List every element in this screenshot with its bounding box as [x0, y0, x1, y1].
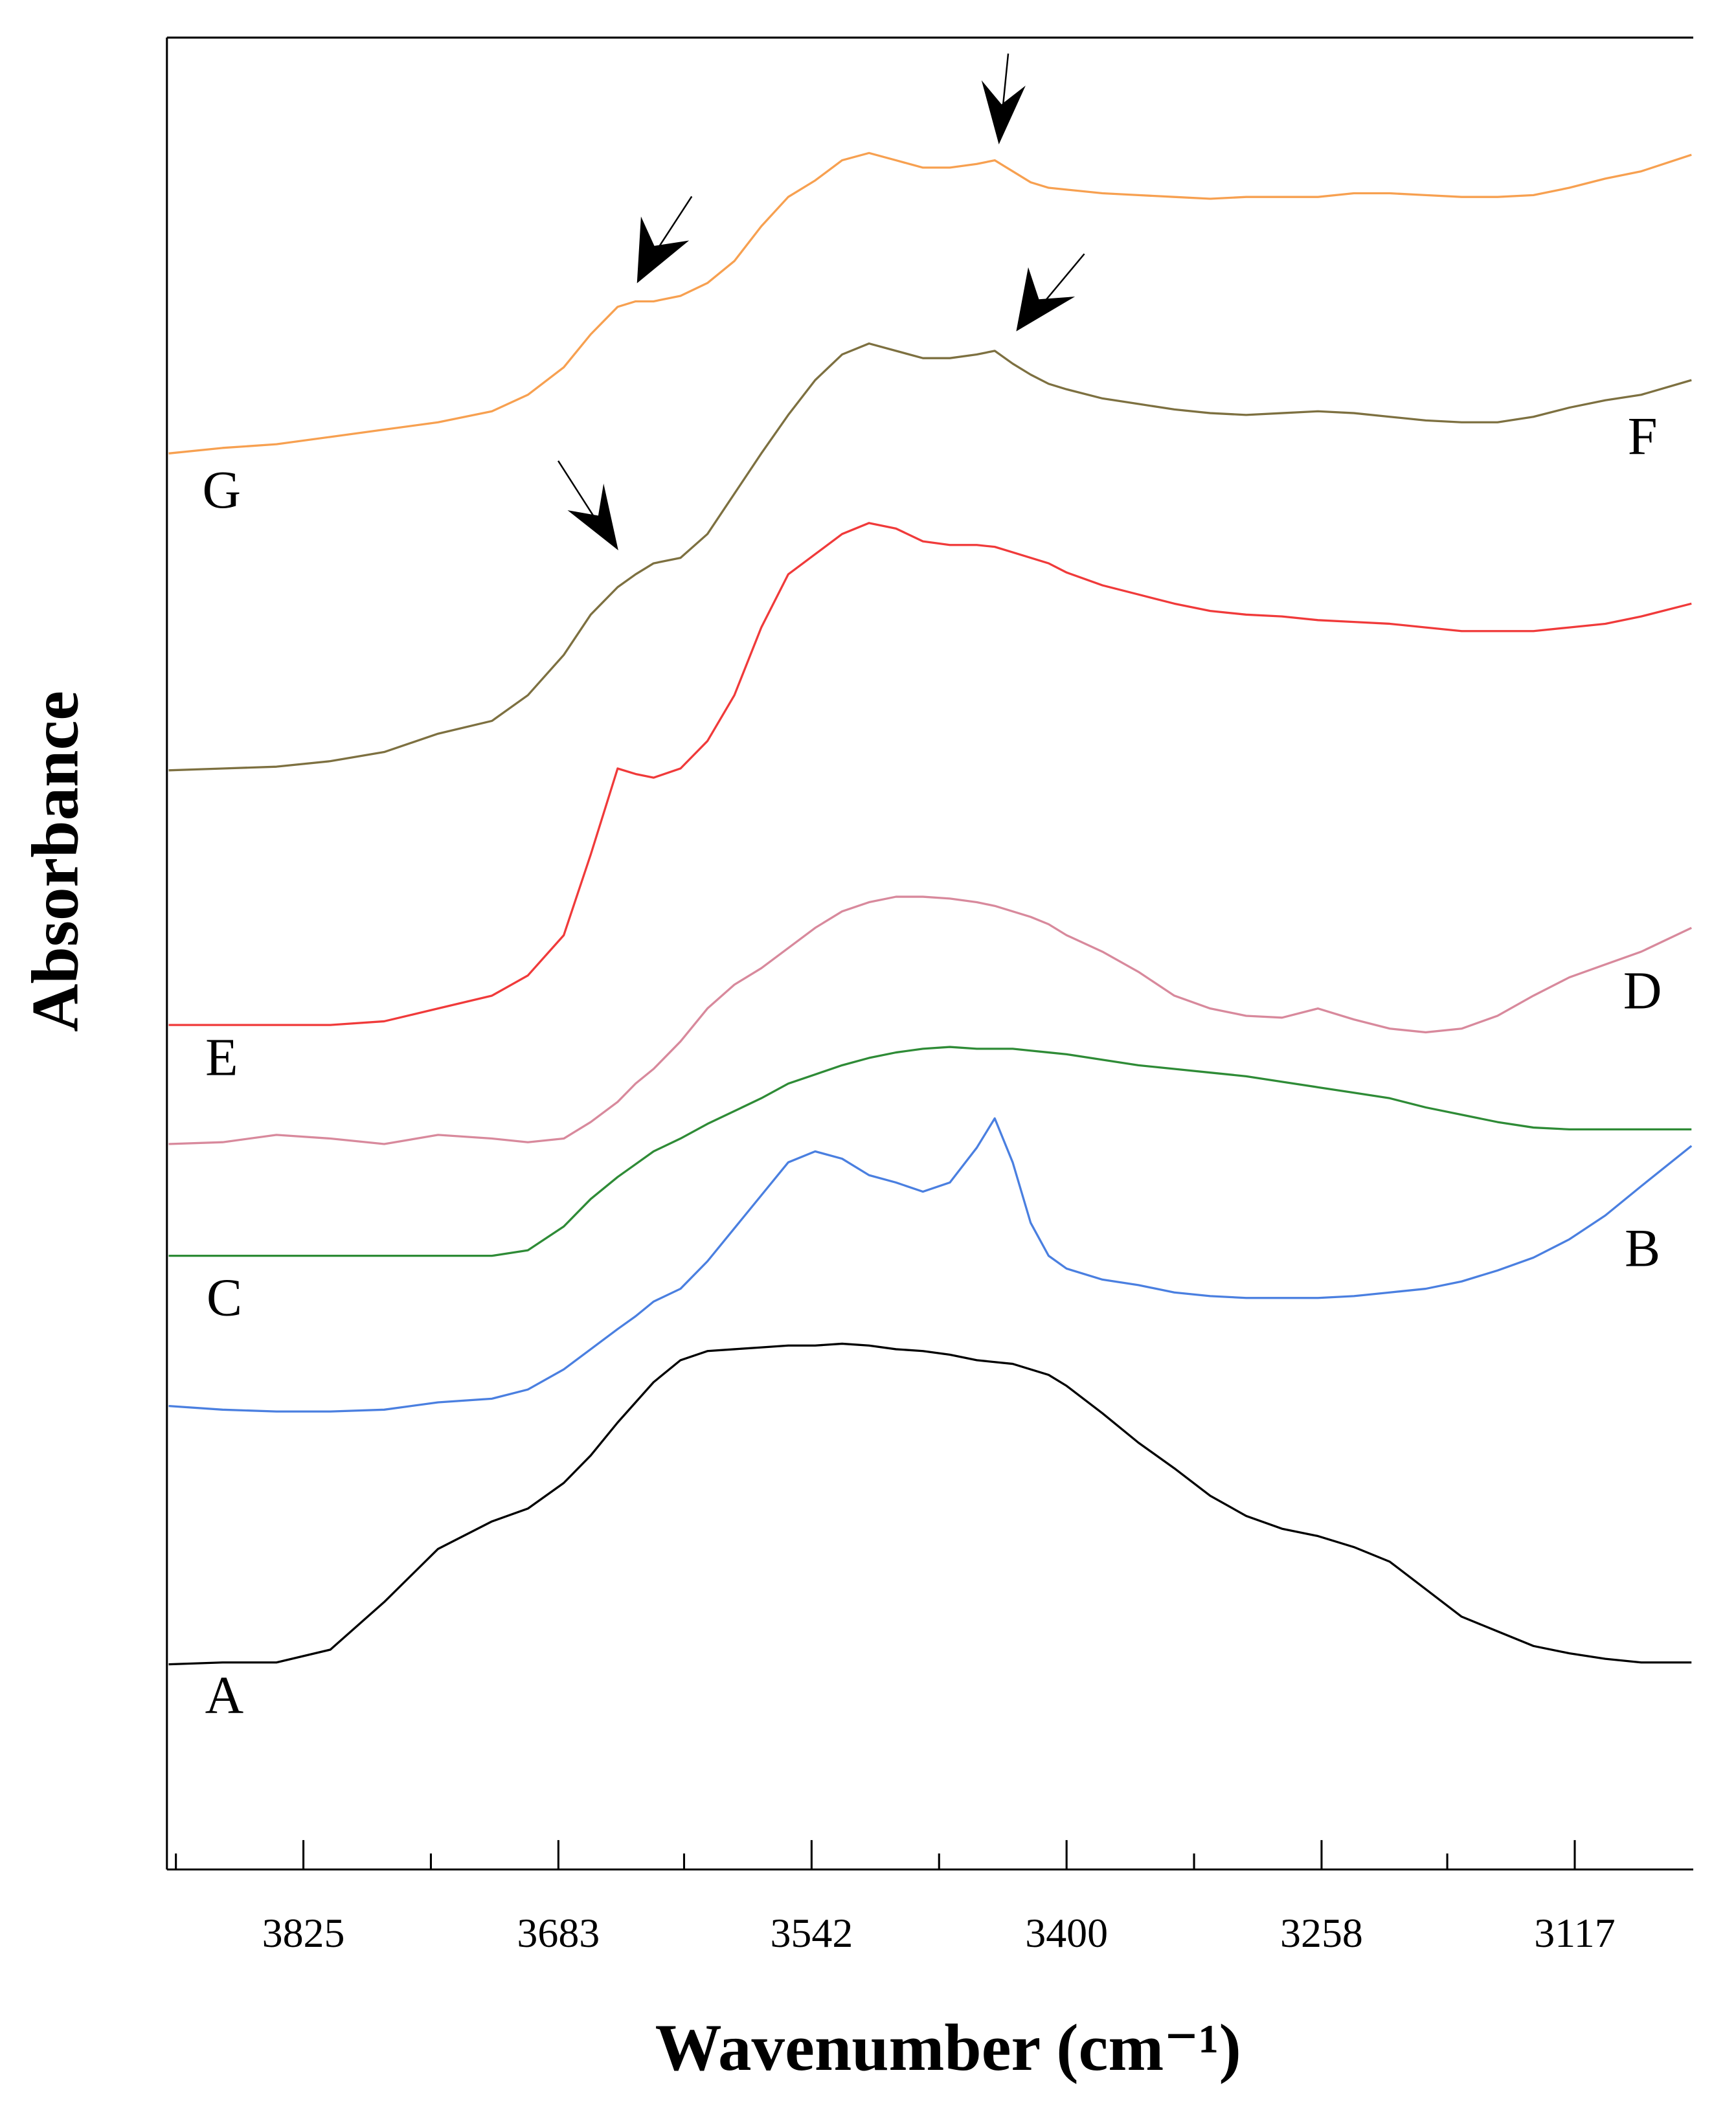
arrow-head [637, 216, 690, 284]
arrow-shaft [653, 196, 693, 254]
arrows [558, 53, 1085, 550]
x-tick-label: 3683 [517, 1910, 600, 1956]
series-label: D [1623, 960, 1662, 1020]
arrow-head [981, 80, 1026, 145]
spectrum-line [168, 522, 1692, 1026]
spectrum-line [168, 152, 1692, 455]
x-tick-label: 3542 [770, 1910, 853, 1956]
x-tick-label: 3117 [1534, 1910, 1615, 1956]
x-axis-title: Wavenumber (cm⁻¹) [655, 2011, 1241, 2085]
spectrum-line [168, 1046, 1692, 1257]
x-tick-label: 3825 [262, 1910, 345, 1956]
y-axis-title: Absorbance [19, 691, 93, 1032]
arrow-head [1016, 267, 1076, 331]
spectrum-line [168, 895, 1692, 1145]
series-label: A [205, 1665, 244, 1725]
series-label: C [207, 1268, 242, 1327]
series-label: F [1628, 406, 1658, 466]
series-label: G [203, 460, 242, 519]
x-tick-label: 3258 [1280, 1910, 1363, 1956]
spectrum-line [168, 1117, 1693, 1413]
spectrum-line [168, 1342, 1692, 1666]
spectrum-line [168, 342, 1692, 772]
plot-frame [166, 36, 1694, 1871]
series-label: E [205, 1027, 238, 1086]
series-label: B [1625, 1218, 1660, 1277]
x-tick-label: 3400 [1025, 1910, 1108, 1956]
arrow-head [567, 483, 618, 550]
